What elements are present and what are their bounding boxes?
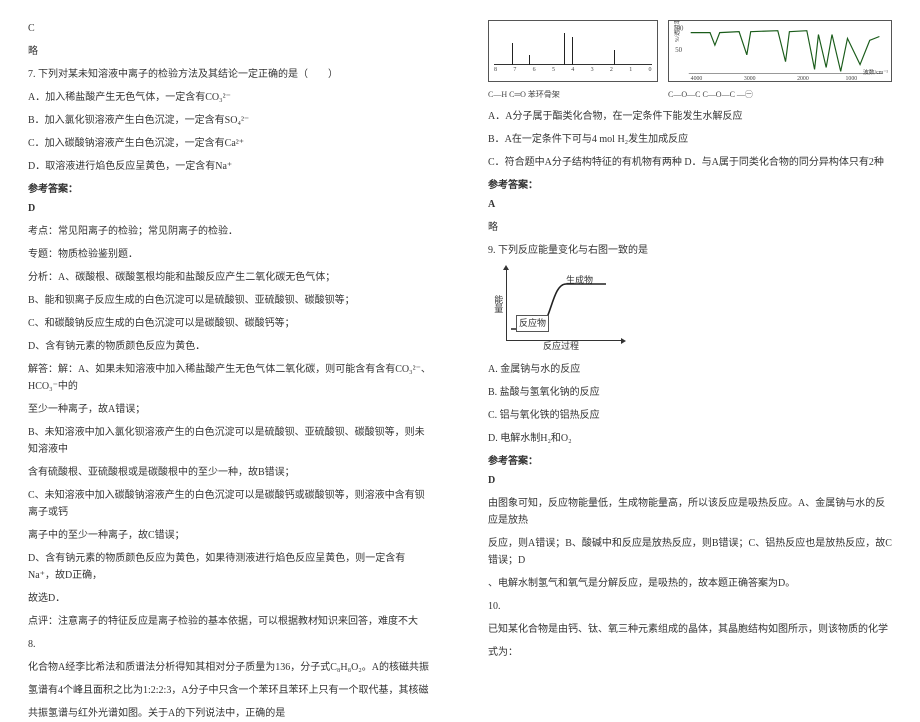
q9-opt-d: D. 电解水制H₂和O₂ <box>488 430 892 447</box>
nmr-tick: 2 <box>610 65 613 75</box>
right-column: 8 7 6 5 4 3 2 1 0 100 50 4000 3000 2000 1000 波数/… <box>460 0 920 651</box>
ir-labels: C—O—C C—O—C —㊀ <box>668 88 753 102</box>
text: 由图象可知，反应物能量低，生成物能量高，所以该反应是吸热反应。A、金属钠与水的反… <box>488 495 892 529</box>
nmr-spectrum: 8 7 6 5 4 3 2 1 0 <box>488 20 658 82</box>
nmr-peak <box>572 37 573 65</box>
text: C、和碳酸钠反应生成的白色沉淀可以是碳酸钡、碳酸钙等； <box>28 315 432 332</box>
text: 专题：物质检验鉴别题． <box>28 246 432 263</box>
text: 、电解水制氢气和氧气是分解反应，是吸热的，故本题正确答案为D。 <box>488 575 892 592</box>
q7-opt-c: C．加入碳酸钠溶液产生白色沉淀，一定含有Ca²⁺ <box>28 135 432 152</box>
text: 离子中的至少一种离子，故C错误； <box>28 527 432 544</box>
q9-opt-a: A. 金属钠与水的反应 <box>488 361 892 378</box>
nmr-peak <box>614 50 615 65</box>
answer-label: 参考答案： <box>28 181 432 198</box>
text: D、含有钠元素的物质颜色反应为黄色． <box>28 338 432 355</box>
svg-text:1000: 1000 <box>845 76 857 81</box>
text: 分析：A、碳酸根、碳酸氢根均能和盐酸反应产生二氧化碳无色气体； <box>28 269 432 286</box>
spec-labels: C—H C═O 苯环骨架 C—O—C C—O—C —㊀ <box>488 88 892 102</box>
svg-text:4000: 4000 <box>690 76 702 81</box>
q7-stem: 7. 下列对某未知溶液中离子的检验方法及其结论一定正确的是（ ） <box>28 66 432 83</box>
ir-trace <box>690 31 879 72</box>
text: C <box>28 20 432 37</box>
text: 氢谱有4个峰且面积之比为1:2:2:3，A分子中只含一个苯环且苯环上只有一个取代… <box>28 682 432 699</box>
text: 反应，则A错误；B、酸碱中和反应是放热反应，则B错误；C、铝热反应也是放热反应，… <box>488 535 892 569</box>
text: 化合物A经李比希法和质谱法分析得知其相对分子质量为136，分子式C₈H₈O₂。A… <box>28 659 432 676</box>
ir-svg: 100 50 4000 3000 2000 1000 波数/cm⁻¹ %/透过率 <box>669 21 891 81</box>
q8-opt-b: B．A在一定条件下可与4 mol H₂发生加成反应 <box>488 131 892 148</box>
nmr-tick: 7 <box>513 65 516 75</box>
svg-text:波数/cm⁻¹: 波数/cm⁻¹ <box>863 68 888 76</box>
text: 点评：注意离子的特征反应是离子检验的基本依据，可以根据教材知识来回答，难度不大 <box>28 613 432 630</box>
nmr-tick: 1 <box>629 65 632 75</box>
text: 含有硫酸根、亚硫酸根或是碳酸根中的至少一种，故B错误； <box>28 464 432 481</box>
q9-stem: 9. 下列反应能量变化与右图一致的是 <box>488 242 892 259</box>
answer-label: 参考答案： <box>488 453 892 470</box>
nmr-tick: 5 <box>552 65 555 75</box>
nmr-tick: 8 <box>494 65 497 75</box>
page-root: C 略 7. 下列对某未知溶液中离子的检验方法及其结论一定正确的是（ ） A．加… <box>0 0 920 651</box>
nmr-tick: 6 <box>533 65 536 75</box>
q8-answer: A <box>488 196 892 213</box>
q9-opt-b: B. 盐酸与氢氧化钠的反应 <box>488 384 892 401</box>
x-label: 反应过程 <box>543 339 579 354</box>
q8-opt-a: A．A分子属于酯类化合物，在一定条件下能发生水解反应 <box>488 108 892 125</box>
text: 考点：常见阳离子的检验；常见阴离子的检验． <box>28 223 432 240</box>
text: 已知某化合物是由钙、钛、氧三种元素组成的晶体，其晶胞结构如图所示，则该物质的化学 <box>488 621 892 638</box>
q9-answer: D <box>488 472 892 489</box>
text: D、含有钠元素的物质颜色反应为黄色，如果待测液进行焰色反应呈黄色，则一定含有Na… <box>28 550 432 584</box>
q8-opt-cd: C．符合题中A分子结构特征的有机物有两种 D．与A属于同类化合物的同分异构体只有… <box>488 154 892 171</box>
spectrum-row: 8 7 6 5 4 3 2 1 0 100 50 4000 3000 2000 1000 波数/… <box>488 20 892 82</box>
ir-spectrum: 100 50 4000 3000 2000 1000 波数/cm⁻¹ %/透过率 <box>668 20 892 82</box>
q7-opt-b: B．加入氯化钡溶液产生白色沉淀，一定含有SO₄²⁻ <box>28 112 432 129</box>
text: B、未知溶液中加入氯化钡溶液产生的白色沉淀可以是硫酸钡、亚硫酸钡、碳酸钡等，则未… <box>28 424 432 458</box>
y-label: 能量 <box>490 295 505 313</box>
nmr-peak <box>564 33 565 65</box>
q10-num: 10. <box>488 598 892 615</box>
text: 故选D． <box>28 590 432 607</box>
text: C、未知溶液中加入碳酸钠溶液产生的白色沉淀可以是碳酸钙或碳酸钡等，则溶液中含有钡… <box>28 487 432 521</box>
nmr-labels: C—H C═O 苯环骨架 <box>488 88 658 102</box>
nmr-tick: 4 <box>571 65 574 75</box>
nmr-tick: 0 <box>649 65 652 75</box>
q9-opt-c: C. 铝与氧化铁的铝热反应 <box>488 407 892 424</box>
answer-label: 参考答案： <box>488 177 892 194</box>
svg-text:2000: 2000 <box>797 76 809 81</box>
products-label: 生成物 <box>566 273 593 288</box>
text: 解答：解：A、如果未知溶液中加入稀盐酸产生无色气体二氧化碳，则可能含有含有CO₃… <box>28 361 432 395</box>
text: B、能和钡离子反应生成的白色沉淀可以是硫酸钡、亚硫酸钡、碳酸钡等； <box>28 292 432 309</box>
nmr-tick: 3 <box>591 65 594 75</box>
svg-text:%/透过率: %/透过率 <box>673 21 681 42</box>
q7-opt-d: D．取溶液进行焰色反应呈黄色，一定含有Na⁺ <box>28 158 432 175</box>
q7-answer: D <box>28 200 432 217</box>
svg-text:3000: 3000 <box>743 76 755 81</box>
reactants-label: 反应物 <box>516 315 549 332</box>
nmr-peak <box>529 55 530 65</box>
energy-diagram: 能量 反应过程 生成物 反应物 <box>488 265 628 355</box>
nmr-ticks: 8 7 6 5 4 3 2 1 0 <box>494 65 652 75</box>
text: 略 <box>488 219 892 236</box>
text: 共振氢谱与红外光谱如图。关于A的下列说法中，正确的是 <box>28 705 432 722</box>
left-column: C 略 7. 下列对某未知溶液中离子的检验方法及其结论一定正确的是（ ） A．加… <box>0 0 460 651</box>
nmr-peak <box>512 43 513 65</box>
q7-opt-a: A．加入稀盐酸产生无色气体，一定含有CO₃²⁻ <box>28 89 432 106</box>
ir-y50: 50 <box>675 47 682 54</box>
text: 式为： <box>488 644 892 661</box>
q8-num: 8. <box>28 636 432 653</box>
text: 至少一种离子，故A错误； <box>28 401 432 418</box>
text: 略 <box>28 43 432 60</box>
